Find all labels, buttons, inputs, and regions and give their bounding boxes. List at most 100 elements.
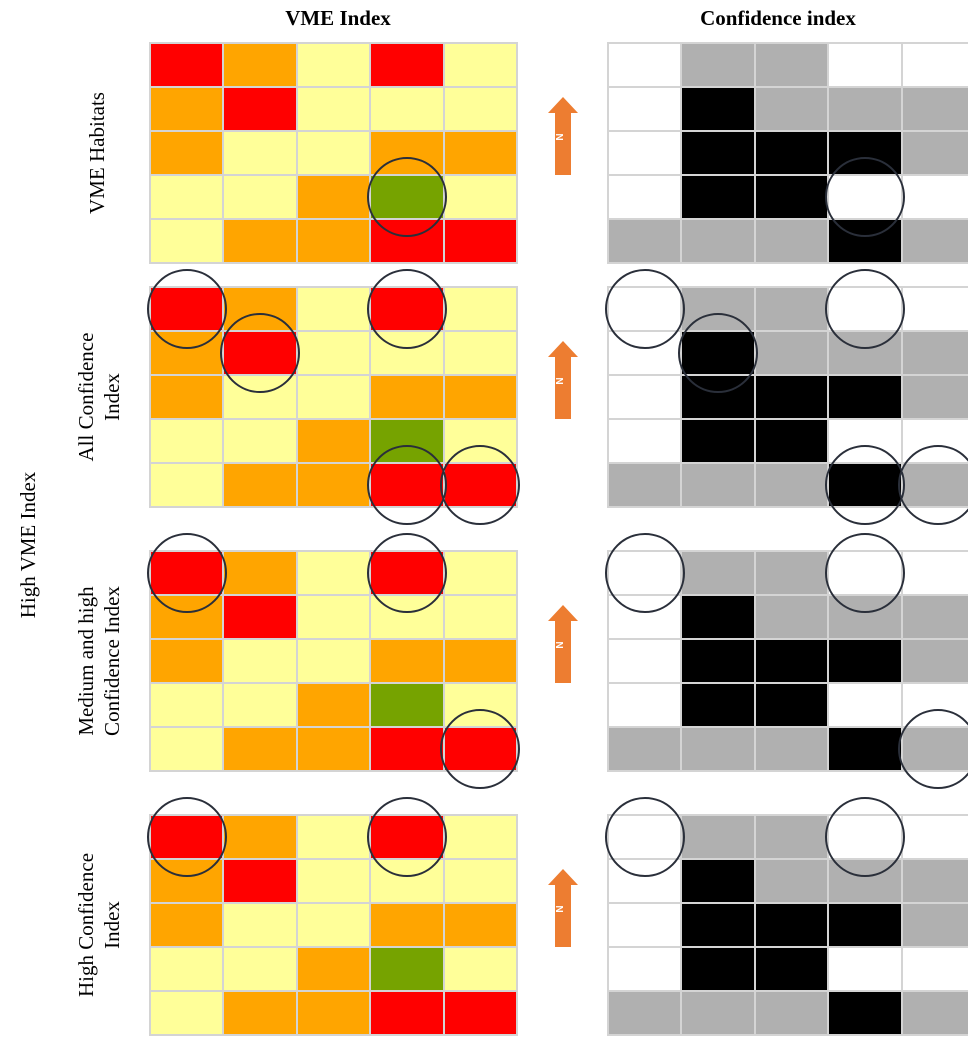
grid-cell [901, 375, 968, 419]
vme-highlight-circle [220, 313, 301, 393]
grid-cell [223, 859, 297, 903]
grid-cell [681, 87, 755, 131]
grid-cell [681, 903, 755, 947]
grid-cell [828, 639, 902, 683]
grid-cell [443, 219, 517, 263]
vme-highlight-circle [366, 797, 447, 877]
grid-cell [754, 683, 829, 727]
grid-cell [443, 903, 517, 947]
grid-cell [370, 375, 444, 419]
grid-cell [223, 87, 297, 131]
grid-cell [754, 639, 829, 683]
grid-cell [828, 903, 902, 947]
grid-cell [681, 551, 755, 595]
grid-cell [608, 43, 682, 87]
grid-cell [370, 87, 444, 131]
grid-cell [296, 287, 371, 331]
vme-highlight-circle [440, 709, 521, 789]
grid-cell [296, 683, 371, 727]
row-label-2: All Confidence Index [73, 333, 125, 462]
grid-cell [681, 859, 755, 903]
grid-cell [828, 683, 902, 727]
grid-cell [296, 551, 371, 595]
confidence-highlight-circle [824, 269, 905, 349]
grid-cell [223, 551, 297, 595]
grid-cell [608, 219, 682, 263]
vme-highlight-circle [366, 157, 447, 237]
grid-cell [681, 131, 755, 175]
grid-cell [443, 595, 517, 639]
grid-cell [681, 727, 755, 771]
grid-cell [608, 639, 682, 683]
vme-highlight-circle [146, 797, 227, 877]
grid-cell [828, 991, 902, 1035]
grid-cell [681, 991, 755, 1035]
grid-cell [296, 375, 371, 419]
grid-cell [754, 331, 829, 375]
grid-cell [754, 551, 829, 595]
grid-cell [150, 991, 224, 1035]
grid-cell [901, 991, 968, 1035]
grid-cell [901, 331, 968, 375]
grid-cell [370, 683, 444, 727]
grid-cell [901, 815, 968, 859]
grid-cell [443, 947, 517, 991]
grid-cell [443, 859, 517, 903]
confidence-index-header: Confidence index [700, 6, 856, 30]
grid-cell [901, 87, 968, 131]
grid-cell [681, 683, 755, 727]
grid-cell [901, 639, 968, 683]
grid-cell [223, 131, 297, 175]
grid-cell [754, 947, 829, 991]
vme-index-header: VME Index [285, 6, 391, 30]
grid-cell [223, 419, 297, 463]
row-label-1: VME Habitats [84, 92, 110, 214]
grid-cell [443, 991, 517, 1035]
grid-cell [754, 131, 829, 175]
confidence-highlight-circle [604, 797, 685, 877]
grid-cell [754, 175, 829, 219]
grid-cell [901, 551, 968, 595]
north-arrow-icon: N [548, 869, 578, 947]
grid-cell [754, 463, 829, 507]
grid-cell [681, 639, 755, 683]
vme-highlight-circle [440, 445, 521, 525]
north-arrow-icon: N [548, 97, 578, 175]
vme-highlight-circle [366, 445, 447, 525]
grid-cell [608, 419, 682, 463]
grid-cell [223, 815, 297, 859]
confidence-highlight-circle [824, 157, 905, 237]
grid-cell [223, 683, 297, 727]
row-label-line: Confidence Index [100, 586, 124, 736]
row-label-line: Medium and high [74, 586, 98, 736]
grid-cell [901, 287, 968, 331]
vme-highlight-circle [366, 533, 447, 613]
grid-cell [608, 87, 682, 131]
grid-cell [754, 991, 829, 1035]
grid-cell [681, 419, 755, 463]
grid-cell [296, 595, 371, 639]
grid-cell [223, 43, 297, 87]
grid-cell [223, 463, 297, 507]
grid-cell [754, 287, 829, 331]
grid-cell [608, 947, 682, 991]
grid-cell [223, 639, 297, 683]
grid-cell [443, 175, 517, 219]
grid-cell [150, 219, 224, 263]
grid-cell [223, 727, 297, 771]
vme-highlight-circle [366, 269, 447, 349]
grid-cell [608, 375, 682, 419]
grid-cell [150, 947, 224, 991]
grid-cell [150, 639, 224, 683]
grid-cell [150, 375, 224, 419]
grid-cell [150, 463, 224, 507]
grid-cell [443, 87, 517, 131]
grid-cell [296, 727, 371, 771]
grid-cell [443, 331, 517, 375]
row-label-line: All Confidence [74, 332, 98, 462]
grid-cell [828, 375, 902, 419]
grid-cell [443, 131, 517, 175]
grid-cell [296, 639, 371, 683]
grid-cell [901, 947, 968, 991]
grid-cell [681, 175, 755, 219]
